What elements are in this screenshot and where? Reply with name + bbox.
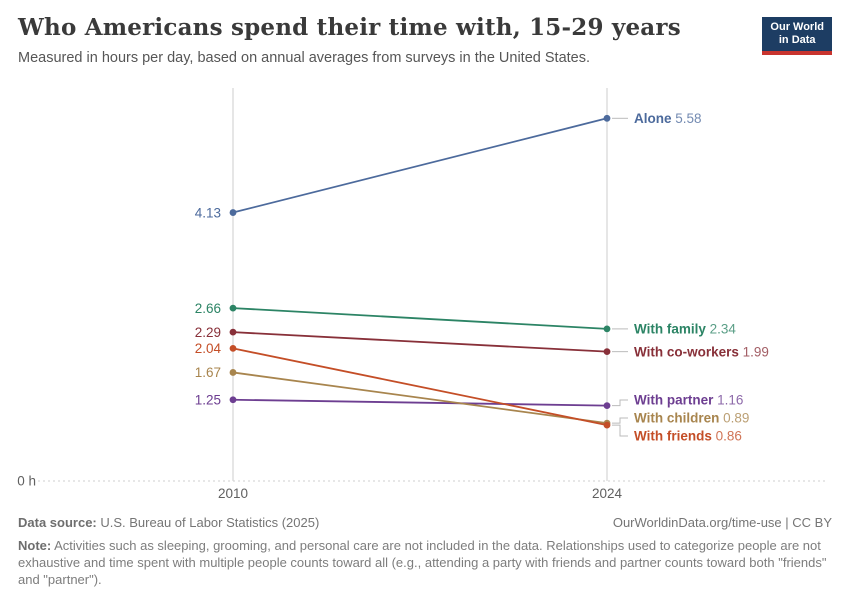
label-connector-with-partner — [612, 399, 628, 407]
point-2024-with-co-workers — [603, 348, 611, 356]
point-2010-with-friends — [229, 345, 237, 352]
start-value-label-with-partner: 1.25 — [195, 392, 221, 407]
series-line-with-children — [232, 371, 608, 425]
point-2010-with-partner — [229, 396, 237, 404]
series-label-with-co-workers: With co-workers 1.99 — [634, 344, 769, 359]
chart-note: Note: Activities such as sleeping, groom… — [18, 537, 832, 588]
point-2010-with-family — [229, 304, 237, 312]
series-label-with-friends: With friends 0.86 — [634, 429, 742, 444]
series-line-with-co-workers — [232, 331, 608, 353]
point-2024-alone — [603, 114, 611, 122]
slope-chart-area: 2010 2024 0 h 4.13 Alone 5.58 2.66 With family… — [0, 85, 850, 505]
owid-license-link[interactable]: OurWorldinData.org/time-use | CC BY — [612, 515, 832, 530]
point-2010-alone — [229, 209, 237, 216]
series-label-with-family: With family 2.34 — [634, 322, 736, 337]
start-value-label-with-family: 2.66 — [195, 301, 221, 316]
label-connector-with-friends — [612, 424, 628, 437]
point-2024-with-partner — [603, 402, 611, 409]
series-label-with-partner: With partner 1.16 — [634, 393, 743, 408]
data-source-label: Data source: — [18, 515, 97, 530]
page-title: Who Americans spend their time with, 15-… — [18, 14, 681, 41]
start-value-label-with-children: 1.67 — [195, 365, 221, 380]
source-row: Data source: U.S. Bureau of Labor Statis… — [18, 514, 832, 531]
data-source: Data source: U.S. Bureau of Labor Statis… — [18, 514, 319, 531]
start-value-label-with-co-workers: 2.29 — [195, 325, 221, 340]
note-text: Activities such as sleeping, grooming, a… — [18, 538, 827, 587]
point-2024-with-family — [603, 325, 611, 333]
start-value-label-with-friends: 2.04 — [195, 341, 222, 356]
chart-footer: Data source: U.S. Bureau of Labor Statis… — [18, 514, 832, 588]
series-line-with-partner — [232, 398, 608, 407]
owid-logo[interactable]: Our World in Data — [762, 17, 832, 55]
point-2024-with-friends — [603, 421, 611, 429]
series-line-with-family — [232, 307, 608, 330]
owid-logo-line2: in Data — [778, 34, 816, 46]
data-source-value: U.S. Bureau of Labor Statistics (2025) — [96, 515, 320, 530]
x-tick-label-2024: 2024 — [592, 486, 623, 501]
series-line-with-friends — [232, 347, 608, 426]
owid-logo-line1: Our World — [770, 21, 824, 33]
series-label-alone: Alone 5.58 — [634, 111, 702, 126]
chart-subtitle: Measured in hours per day, based on annu… — [18, 50, 590, 66]
slope-chart: 2010 2024 0 h 4.13 Alone 5.58 2.66 With family… — [17, 88, 826, 501]
start-value-label-alone: 4.13 — [195, 205, 221, 220]
x-tick-label-2010: 2010 — [218, 486, 248, 501]
point-2010-with-children — [229, 369, 237, 376]
chart-header: Who Americans spend their time with, 15-… — [18, 14, 750, 66]
y-zero-label: 0 h — [17, 474, 36, 489]
label-connector-with-children — [612, 417, 628, 424]
point-2010-with-co-workers — [229, 328, 237, 336]
series-line-alone — [232, 117, 608, 214]
series-label-with-children: With children 0.89 — [634, 411, 749, 426]
note-label: Note: — [18, 538, 52, 553]
